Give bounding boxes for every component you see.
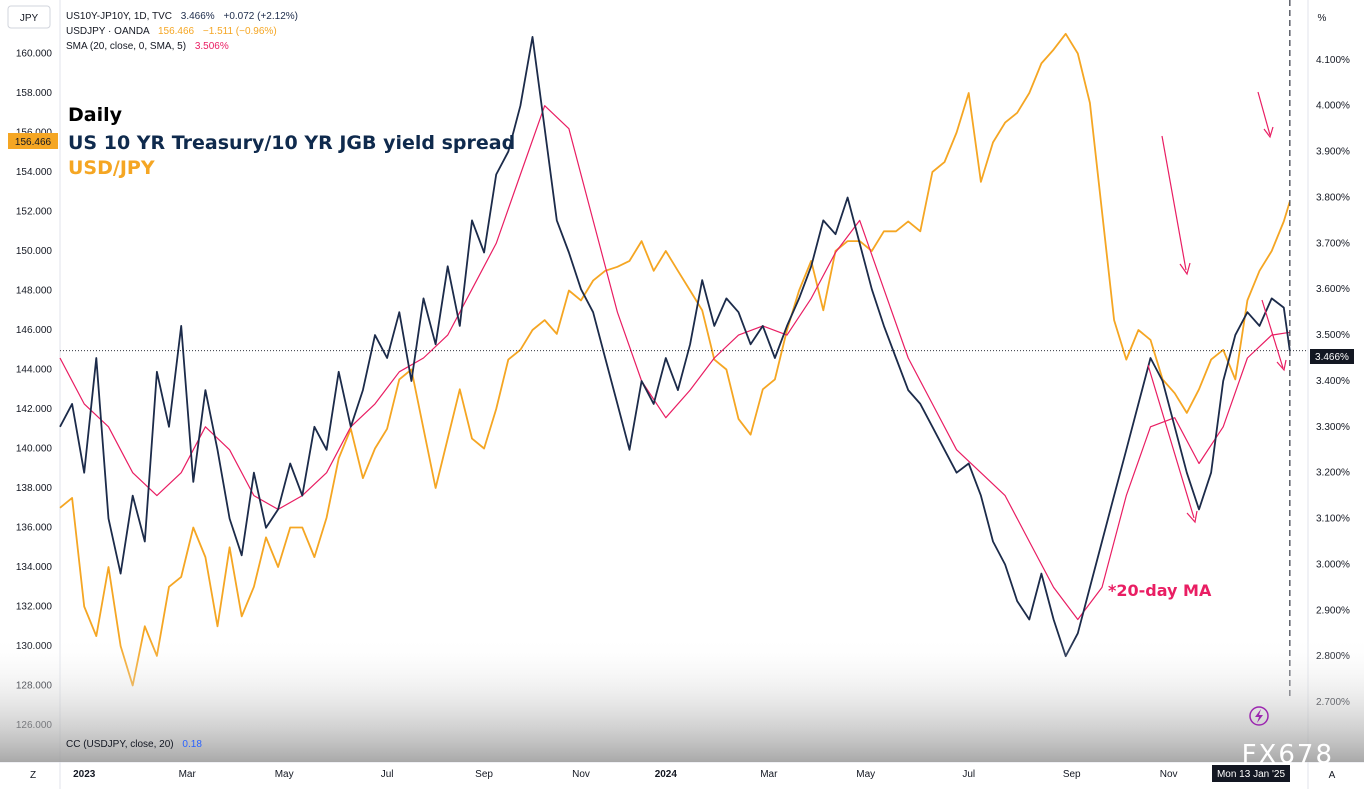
time-tick-label: Jul: [381, 769, 394, 780]
sma-line: [59, 105, 1290, 621]
usdjpy-price-tag: [8, 133, 58, 149]
left-tick-label: 138.000: [16, 483, 53, 494]
left-tick-label: 142.000: [16, 404, 53, 415]
fx678-logo: FX678: [1242, 740, 1334, 770]
right-tick-label: 2.900%: [1316, 605, 1350, 616]
right-tick-label: 3.500%: [1316, 330, 1350, 341]
time-tick-label: 2023: [73, 769, 96, 780]
right-tick-label: 4.100%: [1316, 55, 1350, 66]
left-tick-label: 134.000: [16, 562, 53, 573]
left-tick-label: 146.000: [16, 325, 53, 336]
right-tick-label: 3.200%: [1316, 468, 1350, 479]
legend-row-sma[interactable]: SMA (20, close, 0, SMA, 5) 3.506%: [66, 41, 229, 52]
legend-value: 3.466%: [181, 11, 215, 22]
time-tick-label: Sep: [1063, 769, 1081, 780]
time-tick-label: Mar: [760, 769, 778, 780]
trend-arrow: [1147, 364, 1195, 519]
arrowhead: [1179, 262, 1191, 276]
right-tick-label: 3.800%: [1316, 192, 1350, 203]
right-tick-label: 3.600%: [1316, 284, 1350, 295]
time-tick-label: Jul: [962, 769, 975, 780]
right-tick-label: 3.000%: [1316, 559, 1350, 570]
left-unit-label: JPY: [20, 13, 39, 24]
time-tick-label: Nov: [572, 769, 590, 780]
indicator-value: 0.18: [182, 739, 202, 750]
arrowhead: [1263, 126, 1274, 139]
trend-arrows: [1147, 91, 1287, 524]
cursor-date-text: Mon 13 Jan '25: [1217, 769, 1286, 780]
legend-change: −1.511 (−0.96%): [203, 26, 277, 37]
svg-text:FX678: FX678: [1242, 740, 1334, 770]
right-tick-label: 4.000%: [1316, 101, 1350, 112]
right-tick-label: 3.100%: [1316, 514, 1350, 525]
time-tick-label: Nov: [1160, 769, 1178, 780]
spread-line: [59, 36, 1291, 658]
left-tick-label: 160.000: [16, 49, 53, 60]
legend-value: 3.506%: [195, 41, 229, 52]
zoom-button[interactable]: Z: [30, 770, 36, 781]
legend-row-usdjpy[interactable]: USDJPY · OANDA 156.466 −1.511 (−0.96%): [66, 26, 277, 37]
left-tick-label: 136.000: [16, 523, 53, 534]
trend-arrow: [1257, 91, 1271, 136]
left-tick-label: 144.000: [16, 365, 53, 376]
arrowhead: [1276, 359, 1287, 372]
indicator-name: CC (USDJPY, close, 20): [66, 739, 174, 750]
legend-name: SMA (20, close, 0, SMA, 5): [66, 41, 186, 52]
lightning-icon-bolt: [1255, 709, 1263, 723]
time-axis-ticks[interactable]: 2023 Mar May Jul Sep Nov 2024 Mar May Jul Sep Nov: [73, 769, 1177, 780]
legend: US10Y-JP10Y, 1D, TVC 3.466% +0.072 (+2.1…: [66, 11, 298, 52]
usdjpy-price-tag-text: 156.466: [15, 137, 52, 148]
annotation-ma-label: *20-day MA: [1108, 581, 1212, 600]
right-tick-label: 3.700%: [1316, 238, 1350, 249]
lightning-icon[interactable]: [1249, 706, 1269, 726]
time-tick-label: May: [856, 769, 875, 780]
cursor-date-tag: [1212, 765, 1290, 782]
time-tick-label: Sep: [475, 769, 493, 780]
usdjpy-line: [59, 32, 1291, 687]
legend-row-spread[interactable]: US10Y-JP10Y, 1D, TVC 3.466% +0.072 (+2.1…: [66, 11, 298, 22]
time-tick-label: Mar: [179, 769, 197, 780]
left-tick-label: 140.000: [16, 444, 53, 455]
right-tick-label: 3.400%: [1316, 376, 1350, 387]
annotation-daily: Daily: [68, 104, 123, 126]
right-tick-label: 3.900%: [1316, 147, 1350, 158]
series-layer: [59, 32, 1291, 687]
time-tick-label: 2024: [655, 769, 678, 780]
trend-arrow: [1261, 299, 1284, 369]
legend-name: USDJPY · OANDA: [66, 26, 150, 37]
left-tick-label: 150.000: [16, 246, 53, 257]
trend-arrow: [1161, 135, 1187, 271]
bottom-fade: [0, 636, 1364, 762]
left-unit-box[interactable]: [7, 5, 51, 29]
left-tick-label: 152.000: [16, 207, 53, 218]
left-tick-label: 158.000: [16, 88, 53, 99]
annotation-spread-title: US 10 YR Treasury/10 YR JGB yield spread: [68, 132, 515, 154]
time-tick-label: May: [275, 769, 294, 780]
left-tick-label: 132.000: [16, 602, 53, 613]
legend-change: +0.072 (+2.12%): [223, 11, 298, 22]
spread-price-tag-text: 3.466%: [1315, 352, 1349, 363]
right-unit-label: %: [1318, 13, 1327, 24]
left-tick-label: 148.000: [16, 286, 53, 297]
right-axis-ticks[interactable]: 4.100% 4.000% 3.900% 3.800% 3.700% 3.600% 3.50…: [1316, 55, 1350, 708]
annotation-usdjpy-title: USD/JPY: [68, 157, 155, 179]
spread-price-tag: [1310, 349, 1354, 364]
right-tick-label: 3.300%: [1316, 422, 1350, 433]
indicator-legend[interactable]: CC (USDJPY, close, 20) 0.18: [66, 739, 202, 750]
legend-name: US10Y-JP10Y, 1D, TVC: [66, 11, 172, 22]
left-tick-label: 154.000: [16, 167, 53, 178]
auto-scale-button[interactable]: A: [1329, 770, 1336, 781]
arrowhead: [1186, 510, 1198, 524]
legend-value: 156.466: [158, 26, 195, 37]
